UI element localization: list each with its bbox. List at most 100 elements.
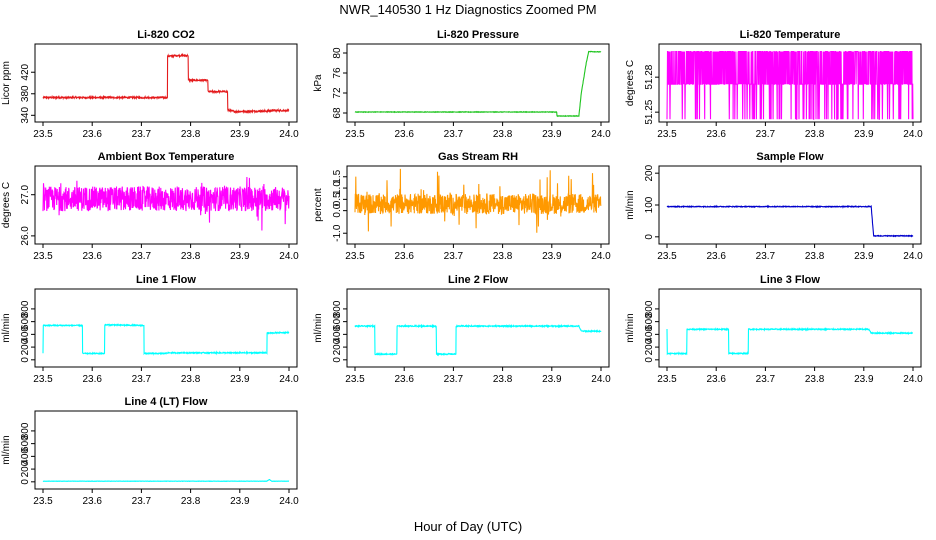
y-tick-label: 0 bbox=[20, 479, 31, 485]
x-tick-label: 23.5 bbox=[33, 496, 53, 507]
y-tick-label: 0.0 bbox=[332, 203, 343, 217]
x-tick-label: 23.6 bbox=[706, 129, 726, 140]
y-axis-label: ml/min bbox=[625, 313, 636, 342]
chart-panel: Li-820 Temperature degrees C 23.5 23.6 23.7 2… bbox=[625, 29, 923, 140]
chart-panel: Gas Stream RH percent 23.5 23.6 23.7 23.8 23.9… bbox=[313, 151, 611, 262]
x-tick-label: 23.6 bbox=[82, 374, 102, 385]
y-tick-label: 400 bbox=[20, 326, 31, 343]
y-tick-label: 51.25 bbox=[644, 99, 655, 124]
series-line bbox=[354, 50, 602, 118]
x-tick-label: 23.8 bbox=[181, 251, 201, 262]
y-tick-label: 1.0 bbox=[332, 181, 343, 195]
x-tick-label: 23.6 bbox=[394, 251, 414, 262]
y-tick-label: 27.0 bbox=[20, 185, 31, 205]
x-tick-label: 23.9 bbox=[854, 374, 874, 385]
y-tick-label: 800 bbox=[644, 300, 655, 317]
y-tick-label: 72 bbox=[332, 87, 343, 99]
figure-title: NWR_140530 1 Hz Diagnostics Zoomed PM bbox=[339, 2, 596, 17]
y-tick-label: 0.5 bbox=[332, 192, 343, 206]
x-tick-label: 23.6 bbox=[706, 251, 726, 262]
plot-frame bbox=[658, 288, 922, 368]
chart-panel: Line 4 (LT) Flow ml/min 23.5 23.6 23.7 23.8 23… bbox=[1, 396, 299, 507]
plot-frame bbox=[346, 43, 610, 123]
panel-title: Li-820 Temperature bbox=[740, 29, 841, 41]
x-tick-label: 23.7 bbox=[444, 374, 464, 385]
y-tick-label: 0 bbox=[644, 357, 655, 363]
panel-title: Line 1 Flow bbox=[136, 274, 196, 286]
y-tick-label: 0 bbox=[20, 357, 31, 363]
y-tick-label: 80 bbox=[332, 47, 343, 59]
series-line bbox=[42, 322, 290, 356]
plot-frame bbox=[346, 288, 610, 368]
x-tick-label: 23.7 bbox=[444, 129, 464, 140]
x-tick-label: 24.0 bbox=[591, 374, 611, 385]
x-tick-label: 23.7 bbox=[132, 129, 152, 140]
x-tick-label: 23.6 bbox=[394, 129, 414, 140]
chart-panel: Line 1 Flow ml/min 23.5 23.6 23.7 23.8 23.9 24.… bbox=[1, 274, 299, 385]
y-tick-label: 600 bbox=[332, 313, 343, 330]
chart-panel: Line 3 Flow ml/min 23.5 23.6 23.7 23.8 23.9 24.… bbox=[625, 274, 923, 385]
x-tick-label: 23.9 bbox=[542, 251, 562, 262]
y-tick-label: 200 bbox=[20, 338, 31, 355]
x-tick-label: 23.9 bbox=[542, 129, 562, 140]
y-axis-label: degrees C bbox=[625, 60, 636, 106]
y-tick-label: 200 bbox=[644, 164, 655, 181]
y-tick-label: 26.0 bbox=[20, 226, 31, 246]
x-tick-label: 23.7 bbox=[132, 251, 152, 262]
y-tick-label: 400 bbox=[20, 448, 31, 465]
x-tick-label: 23.5 bbox=[657, 251, 677, 262]
x-tick-label: 23.8 bbox=[805, 251, 825, 262]
x-tick-label: 23.8 bbox=[805, 374, 825, 385]
y-tick-label: 600 bbox=[20, 435, 31, 452]
y-axis-label: ml/min bbox=[1, 435, 12, 464]
y-tick-label: 400 bbox=[644, 326, 655, 343]
x-tick-label: 23.9 bbox=[230, 374, 250, 385]
chart-panel: Li-820 CO2 Licor ppm 23.5 23.6 23.7 23.8 23.9 2… bbox=[1, 29, 299, 140]
x-tick-label: 23.6 bbox=[82, 251, 102, 262]
x-tick-label: 23.9 bbox=[854, 129, 874, 140]
series-line bbox=[666, 50, 914, 120]
y-tick-label: 76 bbox=[332, 67, 343, 79]
series-line bbox=[354, 168, 602, 233]
x-tick-label: 23.7 bbox=[756, 129, 776, 140]
y-tick-label: 380 bbox=[20, 85, 31, 102]
x-tick-label: 23.9 bbox=[542, 374, 562, 385]
plot-frame bbox=[34, 43, 298, 123]
x-tick-label: 23.7 bbox=[444, 251, 464, 262]
chart-panel: Line 2 Flow ml/min 23.5 23.6 23.7 23.8 23.9 24.… bbox=[313, 274, 611, 385]
x-tick-label: 23.9 bbox=[854, 251, 874, 262]
y-axis-label: ml/min bbox=[313, 313, 324, 342]
x-tick-label: 23.8 bbox=[181, 496, 201, 507]
y-axis-label: kPa bbox=[313, 74, 324, 92]
x-tick-label: 24.0 bbox=[903, 251, 923, 262]
x-tick-label: 23.8 bbox=[181, 374, 201, 385]
plot-frame bbox=[34, 410, 298, 490]
x-tick-label: 23.6 bbox=[394, 374, 414, 385]
x-tick-label: 24.0 bbox=[279, 374, 299, 385]
x-tick-label: 23.7 bbox=[132, 374, 152, 385]
x-tick-label: 23.7 bbox=[756, 251, 776, 262]
x-tick-label: 24.0 bbox=[279, 129, 299, 140]
y-axis-label: Licor ppm bbox=[1, 61, 12, 105]
x-tick-label: 23.8 bbox=[493, 251, 513, 262]
y-tick-label: 0 bbox=[644, 234, 655, 240]
panel-title: Li-820 Pressure bbox=[437, 29, 519, 41]
x-tick-label: 23.7 bbox=[756, 374, 776, 385]
x-tick-label: 23.8 bbox=[805, 129, 825, 140]
x-tick-label: 23.5 bbox=[33, 129, 53, 140]
y-tick-label: -1.0 bbox=[332, 224, 343, 242]
plot-frame bbox=[658, 43, 922, 123]
panel-title: Line 3 Flow bbox=[760, 274, 820, 286]
chart-panel: Sample Flow ml/min 23.5 23.6 23.7 23.8 23.9 24.… bbox=[625, 151, 923, 262]
y-tick-label: 100 bbox=[644, 196, 655, 213]
y-tick-label: 0 bbox=[332, 357, 343, 363]
panel-title: Line 4 (LT) Flow bbox=[125, 396, 208, 408]
plot-frame bbox=[346, 165, 610, 245]
y-axis-label: ml/min bbox=[1, 313, 12, 342]
y-tick-label: 200 bbox=[644, 338, 655, 355]
plot-frame bbox=[34, 288, 298, 368]
panel-title: Ambient Box Temperature bbox=[98, 151, 235, 163]
y-axis-label: percent bbox=[313, 188, 324, 222]
y-tick-label: 340 bbox=[20, 107, 31, 124]
panel-title: Sample Flow bbox=[756, 151, 824, 163]
